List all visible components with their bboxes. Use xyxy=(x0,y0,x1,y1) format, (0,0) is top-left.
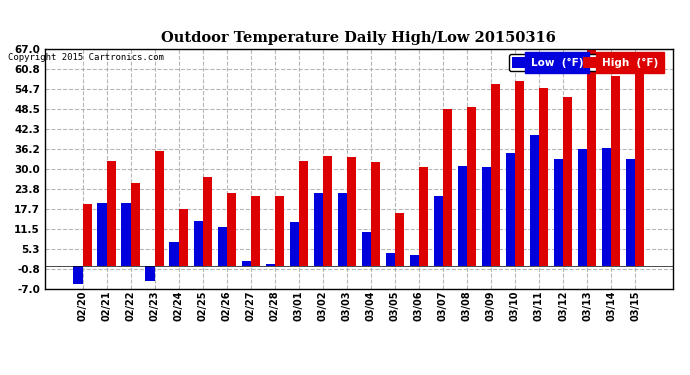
Bar xyxy=(121,203,130,266)
Bar xyxy=(73,266,83,284)
Bar xyxy=(563,98,572,266)
Legend: Low  (°F), High  (°F): Low (°F), High (°F) xyxy=(509,54,661,71)
Bar xyxy=(578,149,587,266)
Bar xyxy=(410,255,419,266)
Bar xyxy=(395,213,404,266)
Text: Copyright 2015 Cartronics.com: Copyright 2015 Cartronics.com xyxy=(8,53,164,62)
Bar xyxy=(227,193,236,266)
Bar xyxy=(155,151,164,266)
Bar xyxy=(554,159,563,266)
Bar xyxy=(250,196,260,266)
Bar xyxy=(611,76,620,266)
Bar xyxy=(386,253,395,266)
Bar xyxy=(434,196,443,266)
Bar xyxy=(371,162,380,266)
Bar xyxy=(419,167,428,266)
Bar xyxy=(217,227,227,266)
Bar xyxy=(587,45,596,266)
Bar xyxy=(203,177,212,266)
Bar xyxy=(530,135,539,266)
Bar xyxy=(443,109,452,266)
Bar xyxy=(179,209,188,266)
Bar xyxy=(83,204,92,266)
Bar xyxy=(626,159,635,266)
Bar xyxy=(337,193,347,266)
Bar xyxy=(193,220,203,266)
Bar xyxy=(275,196,284,266)
Bar xyxy=(506,153,515,266)
Bar xyxy=(347,158,356,266)
Bar xyxy=(635,67,644,266)
Bar xyxy=(539,88,548,266)
Bar xyxy=(457,165,467,266)
Bar xyxy=(602,148,611,266)
Bar xyxy=(314,193,323,266)
Bar xyxy=(170,242,179,266)
Bar xyxy=(467,107,476,266)
Bar xyxy=(491,84,500,266)
Title: Outdoor Temperature Daily High/Low 20150316: Outdoor Temperature Daily High/Low 20150… xyxy=(161,31,556,45)
Bar xyxy=(241,261,250,266)
Bar xyxy=(106,160,116,266)
Bar xyxy=(362,232,371,266)
Bar xyxy=(323,156,332,266)
Bar xyxy=(146,266,155,280)
Bar xyxy=(130,183,139,266)
Bar xyxy=(266,264,275,266)
Bar xyxy=(515,81,524,266)
Bar xyxy=(97,203,106,266)
Bar xyxy=(290,222,299,266)
Bar xyxy=(299,160,308,266)
Bar xyxy=(482,167,491,266)
